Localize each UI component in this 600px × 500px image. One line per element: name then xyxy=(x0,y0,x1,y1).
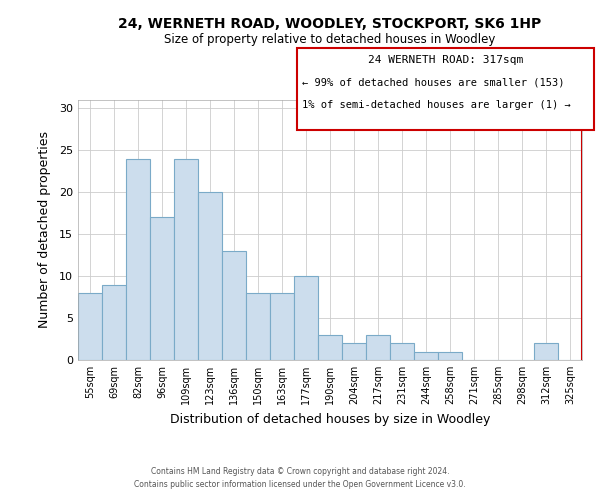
Bar xyxy=(366,335,390,360)
Bar xyxy=(294,276,318,360)
Bar xyxy=(174,158,198,360)
Bar xyxy=(414,352,438,360)
Text: 1% of semi-detached houses are larger (1) →: 1% of semi-detached houses are larger (1… xyxy=(302,100,571,110)
Bar xyxy=(222,251,246,360)
Text: Contains public sector information licensed under the Open Government Licence v3: Contains public sector information licen… xyxy=(134,480,466,489)
Text: Size of property relative to detached houses in Woodley: Size of property relative to detached ho… xyxy=(164,32,496,46)
Bar xyxy=(78,293,102,360)
Bar xyxy=(126,158,150,360)
Text: 24 WERNETH ROAD: 317sqm: 24 WERNETH ROAD: 317sqm xyxy=(368,55,523,65)
Y-axis label: Number of detached properties: Number of detached properties xyxy=(38,132,50,328)
Bar xyxy=(150,218,174,360)
Bar xyxy=(246,293,270,360)
Text: ← 99% of detached houses are smaller (153): ← 99% of detached houses are smaller (15… xyxy=(302,78,564,88)
Bar xyxy=(534,343,558,360)
Bar xyxy=(318,335,342,360)
X-axis label: Distribution of detached houses by size in Woodley: Distribution of detached houses by size … xyxy=(170,412,490,426)
Bar xyxy=(342,343,366,360)
Text: Contains HM Land Registry data © Crown copyright and database right 2024.: Contains HM Land Registry data © Crown c… xyxy=(151,467,449,476)
Bar xyxy=(438,352,462,360)
Text: 24, WERNETH ROAD, WOODLEY, STOCKPORT, SK6 1HP: 24, WERNETH ROAD, WOODLEY, STOCKPORT, SK… xyxy=(118,18,542,32)
Bar xyxy=(390,343,414,360)
Bar xyxy=(270,293,294,360)
Bar xyxy=(102,284,126,360)
Bar xyxy=(198,192,222,360)
